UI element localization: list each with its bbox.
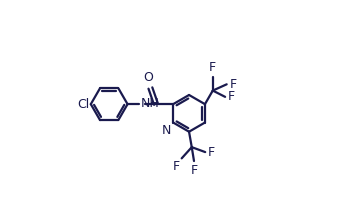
Text: N: N	[162, 124, 171, 137]
Text: O: O	[144, 71, 154, 84]
Text: F: F	[208, 146, 215, 159]
Text: NH: NH	[141, 97, 159, 110]
Text: F: F	[190, 164, 198, 177]
Text: F: F	[228, 90, 235, 103]
Text: F: F	[229, 78, 236, 91]
Text: F: F	[209, 61, 216, 74]
Text: F: F	[172, 160, 179, 173]
Text: Cl: Cl	[77, 98, 89, 111]
